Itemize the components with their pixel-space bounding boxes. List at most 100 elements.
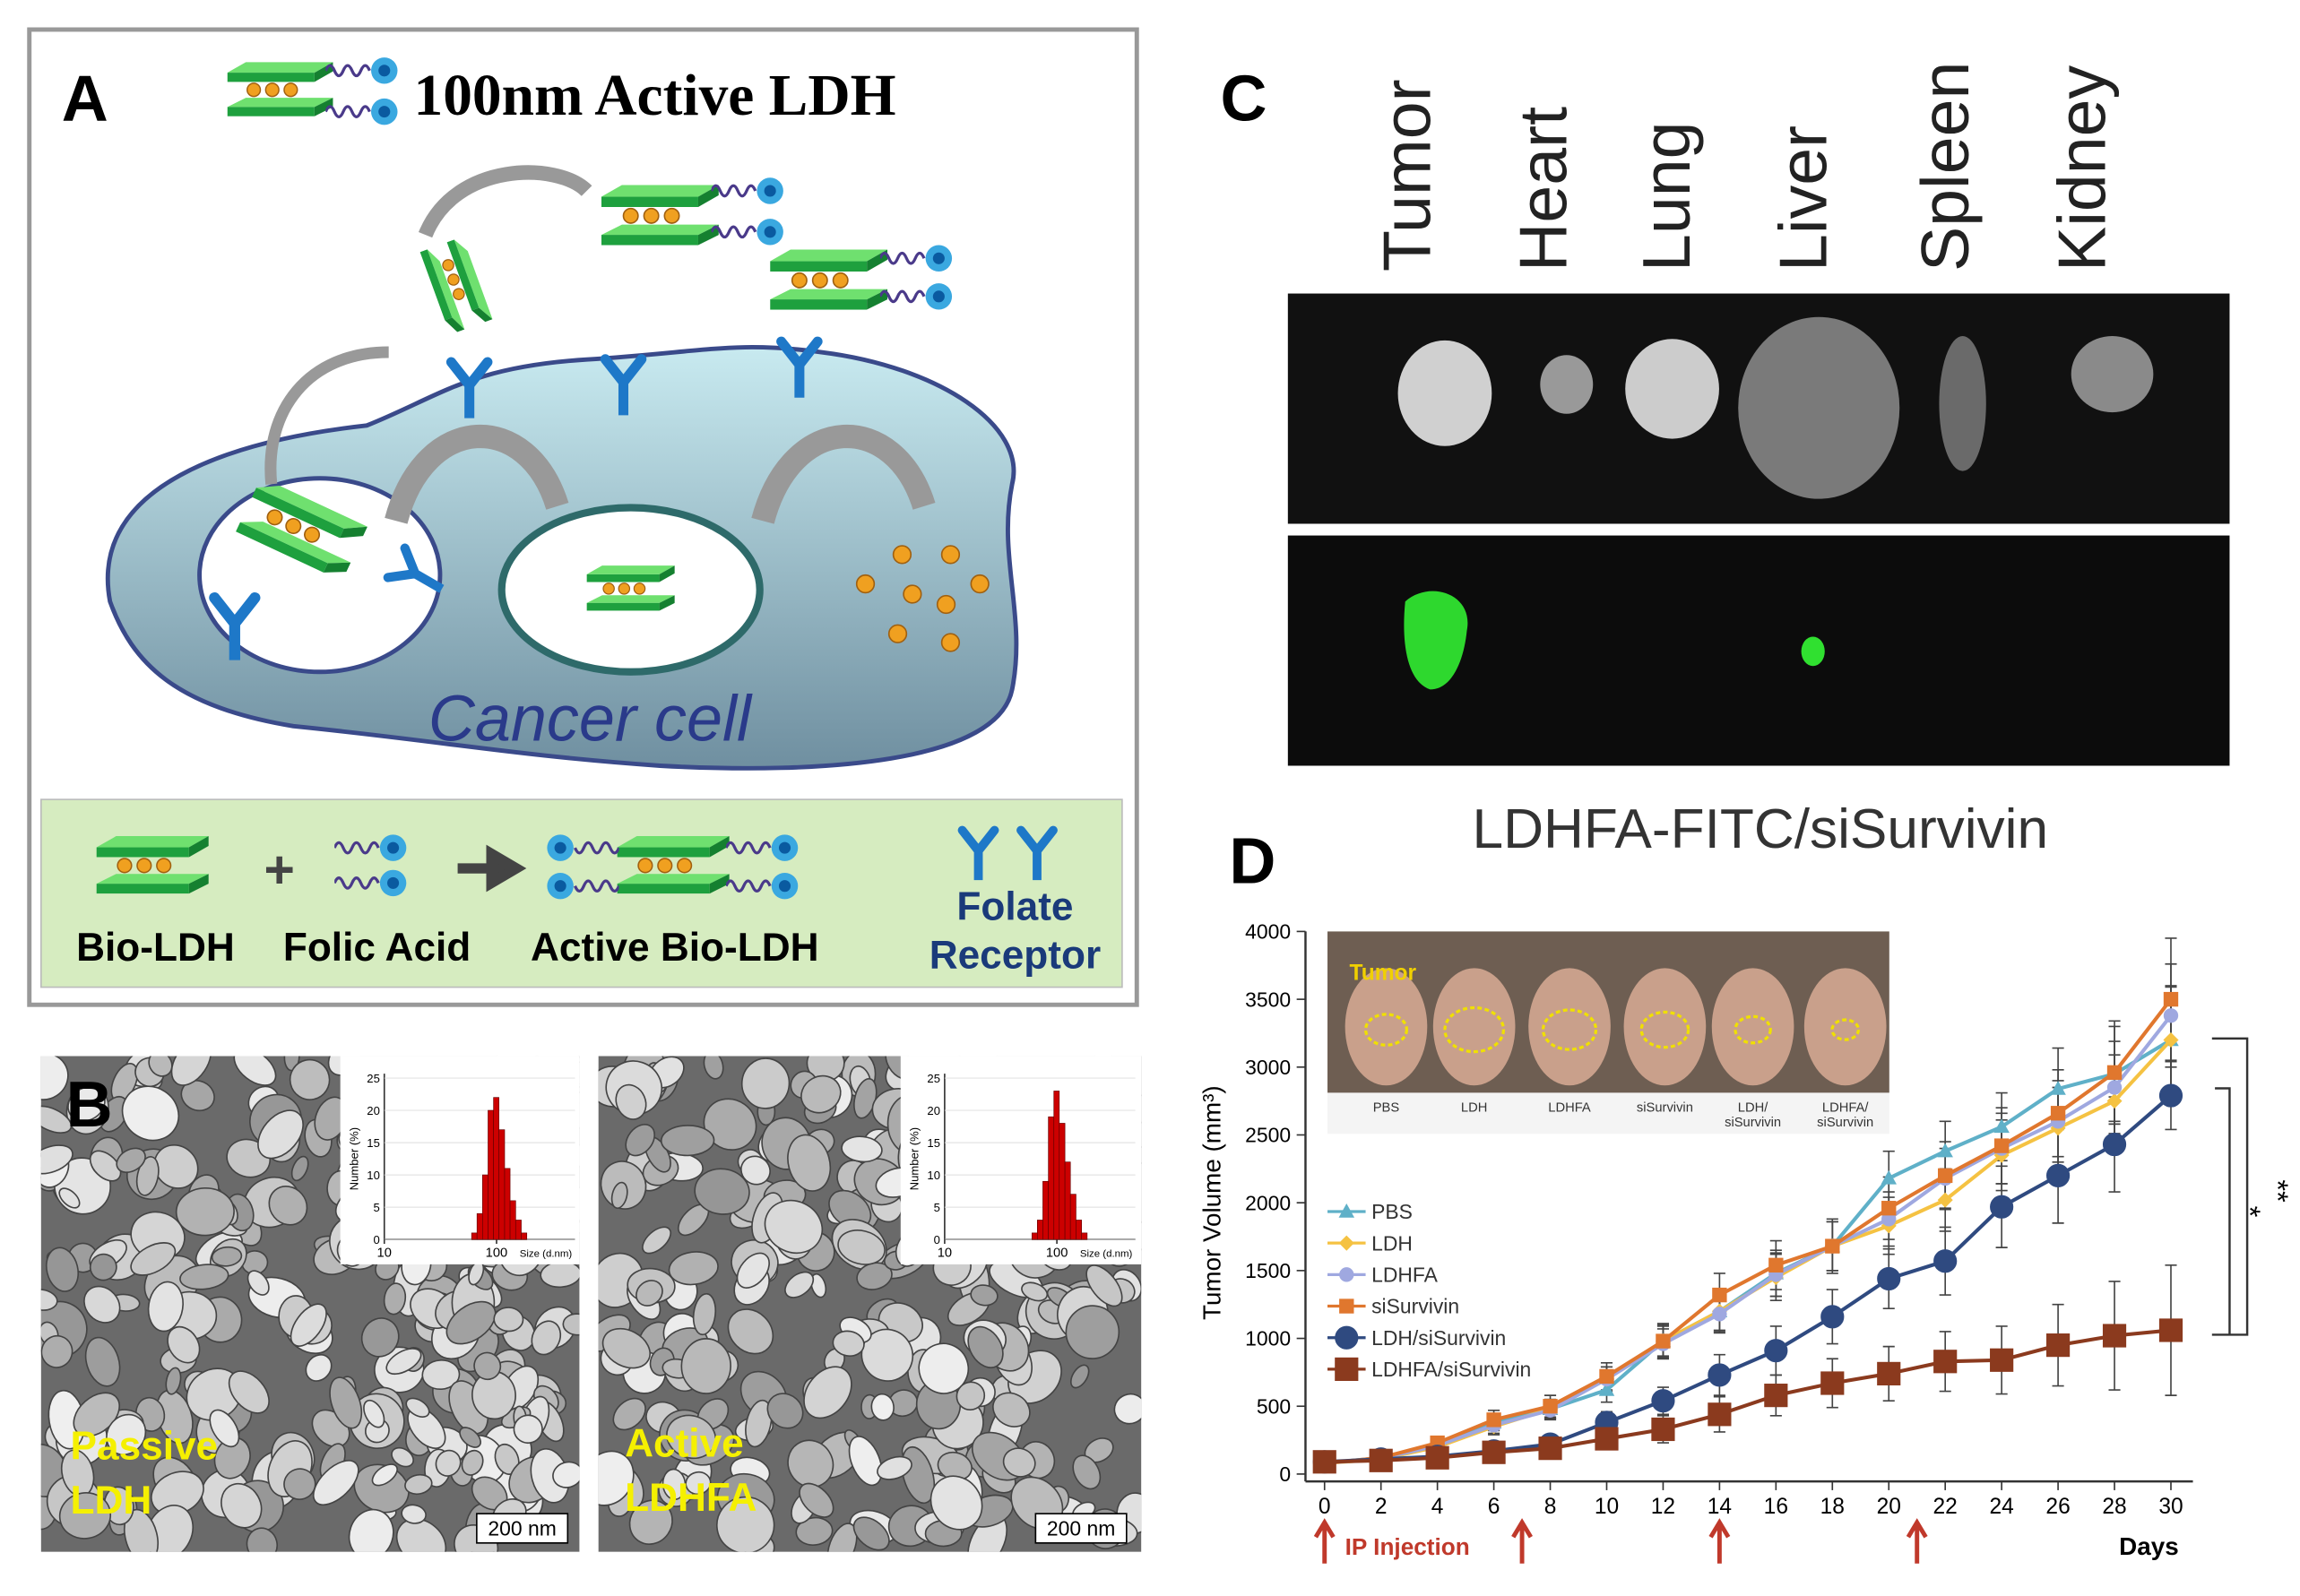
significance: * [2234, 1206, 2267, 1218]
series-line [1324, 997, 2173, 1465]
x-tick-label: 24 [1989, 1495, 2013, 1519]
marker [1339, 1267, 1354, 1282]
mouse [1345, 968, 1428, 1086]
marker [1881, 1201, 1897, 1216]
marker [1877, 1361, 1901, 1385]
mice: PBS LDH LDHFA siSurvivin LDH/siSurvivinLDHFA… [1345, 968, 1887, 1130]
organ-label: Liver [1765, 125, 1840, 272]
particle [228, 1370, 270, 1414]
organ-label: Kidney [2044, 65, 2119, 272]
legend-label: Active Bio-LDH [531, 926, 819, 970]
x-tick-label: 100 [486, 1247, 508, 1261]
series-line [1324, 1014, 2173, 1465]
bar [498, 1129, 506, 1240]
mouse [1623, 968, 1707, 1086]
marker [1651, 1389, 1675, 1413]
particle [1113, 1393, 1142, 1425]
particle [175, 1186, 235, 1237]
particle [40, 1289, 58, 1311]
injection-arrow [1708, 1518, 1731, 1564]
panel-label: B [66, 1069, 113, 1141]
bar [1059, 1123, 1066, 1240]
y-tick-label: 2500 [1245, 1124, 1291, 1147]
marker [1937, 1192, 1953, 1208]
x-tick-label: 6 [1488, 1495, 1500, 1519]
particle [290, 1303, 327, 1347]
organ-label: Lung [1629, 122, 1704, 272]
y-tick-label: 20 [927, 1104, 940, 1117]
organ-label: Tumor [1370, 79, 1445, 272]
mouse [1711, 968, 1794, 1086]
marker [1993, 1118, 2010, 1134]
marker [2163, 1031, 2179, 1048]
particle [745, 1399, 773, 1448]
caption: LDHFA-FITC/siSurvivin [1473, 798, 2049, 860]
particle [211, 1246, 243, 1267]
particle [918, 1342, 970, 1394]
marker [1595, 1427, 1619, 1451]
particle [348, 1508, 394, 1552]
tumor-ring [1443, 1005, 1506, 1054]
marker [1768, 1257, 1784, 1272]
y-tick-label: 10 [367, 1169, 380, 1182]
particle [383, 1282, 407, 1316]
mouse [1432, 968, 1516, 1086]
particle [860, 1328, 914, 1382]
particle [612, 1397, 646, 1431]
organ-label: Heart [1506, 107, 1581, 272]
x-tick-label: 26 [2045, 1495, 2070, 1519]
particle [421, 1359, 461, 1391]
bar [1069, 1194, 1077, 1240]
marker [2045, 1163, 2071, 1187]
marker [1764, 1339, 1788, 1363]
particle [852, 1516, 890, 1551]
caption: Passive [71, 1425, 219, 1469]
x-axis-label: Size (d.nm) [520, 1249, 573, 1260]
particle [513, 1414, 543, 1445]
y-tick-label: 2000 [1245, 1191, 1291, 1214]
particle [40, 1056, 69, 1100]
bar [471, 1232, 478, 1240]
mouse [1803, 968, 1887, 1086]
particle [148, 1056, 173, 1077]
series-line [1324, 1328, 2172, 1464]
particle [170, 1056, 212, 1086]
particle [716, 1496, 775, 1552]
particle [837, 1229, 886, 1265]
captions: Passive LDH Active LDHFA [71, 1421, 757, 1523]
particle [405, 1397, 430, 1418]
photo-label: LDHFA/ [1822, 1101, 1869, 1116]
x-tick-label: 30 [2158, 1495, 2183, 1519]
particle [703, 1056, 724, 1080]
marker [1338, 1235, 1354, 1251]
particle [435, 1449, 462, 1477]
marker [2050, 1106, 2066, 1121]
caption: LDH [71, 1479, 152, 1523]
x-tick-label: 2 [1375, 1495, 1388, 1519]
particle [642, 1226, 672, 1255]
x-tick-label: 20 [1877, 1495, 1901, 1519]
marker [1338, 1203, 1355, 1218]
marker [2045, 1333, 2071, 1358]
marker [1312, 1450, 1336, 1474]
x-tick-label: 16 [1764, 1495, 1788, 1519]
particle [870, 1393, 895, 1421]
bar [1053, 1091, 1060, 1240]
marker [2106, 1093, 2123, 1109]
particle [58, 1492, 112, 1540]
particle [787, 1134, 832, 1192]
particle [89, 1150, 122, 1182]
particle [787, 1439, 834, 1488]
particle [116, 1147, 146, 1174]
photo-label: siSurvivin [1725, 1116, 1781, 1130]
cell-label: Cancer cell [428, 684, 753, 755]
particle [832, 1330, 865, 1357]
x-axis-label: Days [2119, 1532, 2179, 1560]
particle [213, 1436, 251, 1480]
particle [493, 1307, 524, 1333]
particle [459, 1427, 481, 1448]
x-tick-label: 28 [2102, 1495, 2126, 1519]
sem-texture [598, 1056, 1142, 1552]
bar [1048, 1116, 1055, 1240]
panel-label: C [1221, 63, 1267, 134]
